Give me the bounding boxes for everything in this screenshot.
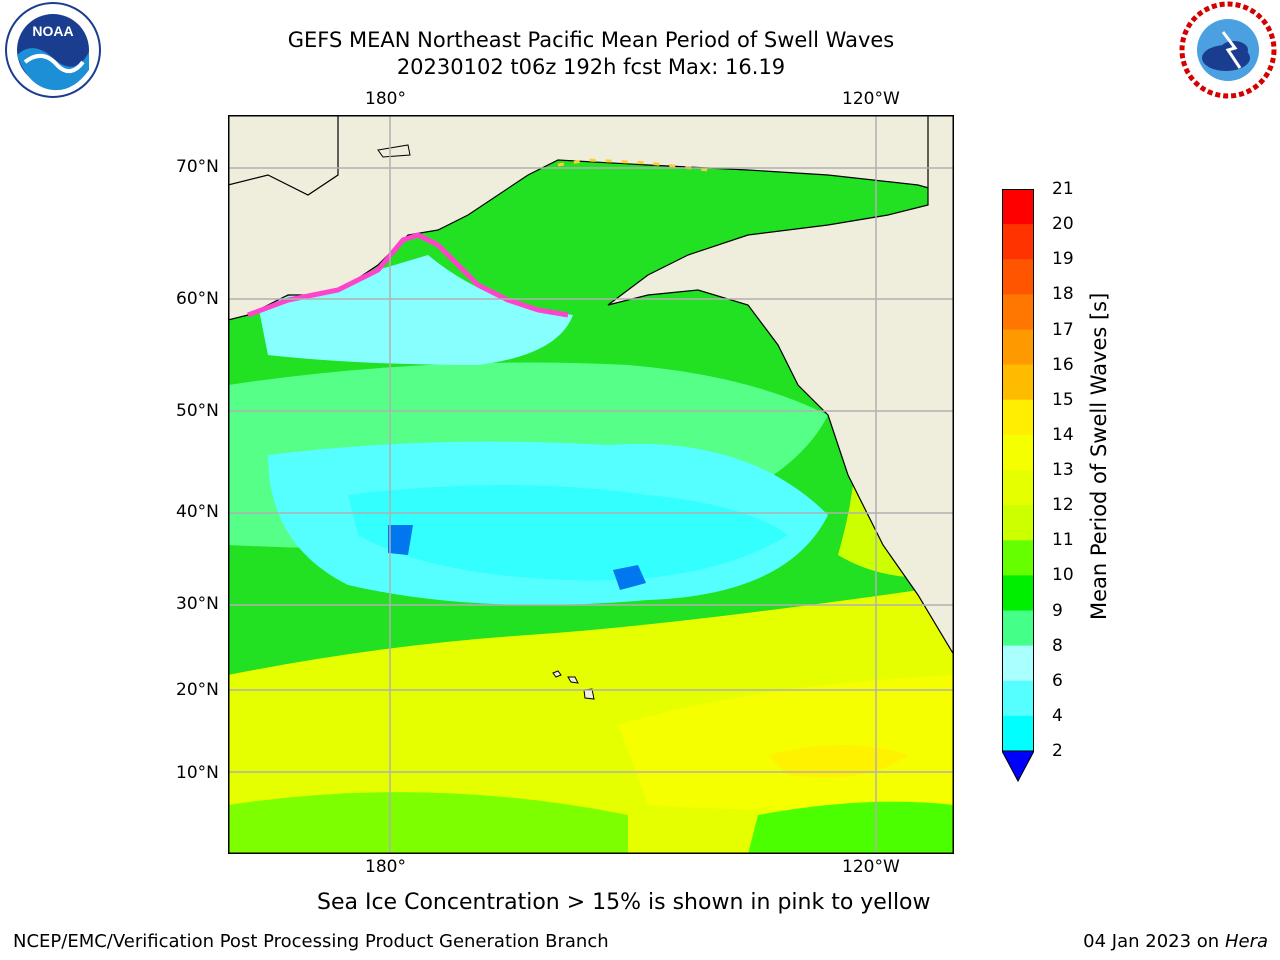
footer-credit: NCEP/EMC/Verification Post Processing Pr…	[13, 931, 609, 952]
colorbar-tick-label: 10	[1052, 565, 1074, 586]
colorbar-segment	[1002, 294, 1034, 330]
lat-label-70n: 70°N	[176, 157, 219, 177]
colorbar-extend-triangle	[1001, 750, 1035, 783]
sea-ice-note: Sea Ice Concentration > 15% is shown in …	[317, 890, 931, 915]
nws-logo	[1178, 0, 1278, 100]
map-title: GEFS MEAN Northeast Pacific Mean Period …	[287, 28, 895, 52]
colorbar-tick-label: 13	[1052, 460, 1074, 480]
colorbar-tick-label: 9	[1052, 600, 1063, 621]
colorbar-tick-label: 12	[1052, 495, 1074, 516]
colorbar-tick-label: 17	[1052, 319, 1074, 340]
land-island	[377, 144, 411, 158]
land-hawaii-1	[552, 670, 562, 678]
colorbar-tick-label: 8	[1052, 635, 1063, 656]
colorbar-segment	[1002, 575, 1034, 611]
colorbar-tick-label: 15	[1052, 389, 1074, 410]
colorbar-segment	[1002, 434, 1034, 471]
colorbar-tick-label: 19	[1052, 249, 1074, 270]
colorbar-segment	[1002, 364, 1034, 401]
colorbar-tick-label: 4	[1052, 705, 1063, 726]
colorbar-segment	[1002, 399, 1034, 436]
footer-date-text: 04 Jan 2023 on	[1083, 931, 1225, 952]
colorbar-tick-label: 20	[1052, 214, 1074, 235]
land-hawaii-2	[567, 676, 579, 684]
colorbar-frame	[1002, 189, 1034, 751]
colorbar-tick-label: 21	[1052, 179, 1074, 199]
land-north-america	[607, 115, 954, 657]
lon-label-top-180: 180°	[365, 89, 406, 109]
land-siberia	[228, 115, 339, 196]
lon-label-top-120w: 120°W	[842, 89, 900, 109]
colorbar-tick-label: 18	[1052, 284, 1074, 305]
lon-label-bottom-180: 180°	[365, 857, 406, 877]
colorbar-segment	[1002, 259, 1034, 295]
lat-label-10n: 10°N	[176, 763, 219, 783]
colorbar-segment	[1002, 329, 1034, 366]
swell-spot-low-east	[613, 565, 646, 590]
swell-band-15s	[768, 745, 908, 778]
swell-period-map	[228, 115, 954, 854]
swell-spot-low-west	[388, 525, 413, 555]
colorbar-tick-label: 14	[1052, 424, 1074, 445]
colorbar-tick-label: 2	[1052, 741, 1063, 761]
sea-ice-edge-bering	[247, 232, 569, 318]
noaa-logo-text: NOAA	[32, 23, 73, 39]
colorbar-tick-label: 6	[1052, 670, 1063, 691]
lat-label-30n: 30°N	[176, 594, 219, 614]
colorbar-segment	[1002, 189, 1034, 225]
graticule	[228, 115, 954, 854]
colorbar-segment	[1002, 470, 1034, 506]
map-frame	[228, 115, 954, 854]
colorbar-segment	[1002, 540, 1034, 576]
colorbar-segment	[1002, 715, 1034, 752]
colorbar-segment	[1002, 680, 1034, 717]
lon-label-bottom-120w: 120°W	[842, 857, 900, 877]
land-arctic	[228, 115, 954, 321]
lat-label-20n: 20°N	[176, 680, 219, 700]
colorbar-tick-label: 16	[1052, 354, 1074, 375]
colorbar-segment	[1002, 610, 1034, 647]
swell-band-12s	[228, 792, 628, 854]
colorbar-title: Mean Period of Swell Waves [s]	[1087, 292, 1111, 620]
lat-label-40n: 40°N	[176, 502, 219, 522]
colorbar-tick-label: 11	[1052, 530, 1074, 551]
colorbar-segment	[1002, 645, 1034, 682]
colorbar	[1001, 189, 1035, 783]
lat-label-60n: 60°N	[176, 289, 219, 309]
noaa-logo: NOAA	[3, 0, 103, 100]
footer-date: 04 Jan 2023 on Hera	[1083, 931, 1268, 952]
footer-host: Hera	[1224, 931, 1268, 952]
colorbar-segment	[1002, 224, 1034, 260]
map-subtitle: 20230102 t06z 192h fcst Max: 16.19	[396, 55, 786, 79]
colorbar-segment	[1002, 505, 1034, 541]
lat-label-50n: 50°N	[176, 401, 219, 421]
swell-band-14s	[618, 675, 954, 810]
swell-band-6s	[348, 485, 788, 581]
swell-band-11s-south	[748, 801, 954, 854]
